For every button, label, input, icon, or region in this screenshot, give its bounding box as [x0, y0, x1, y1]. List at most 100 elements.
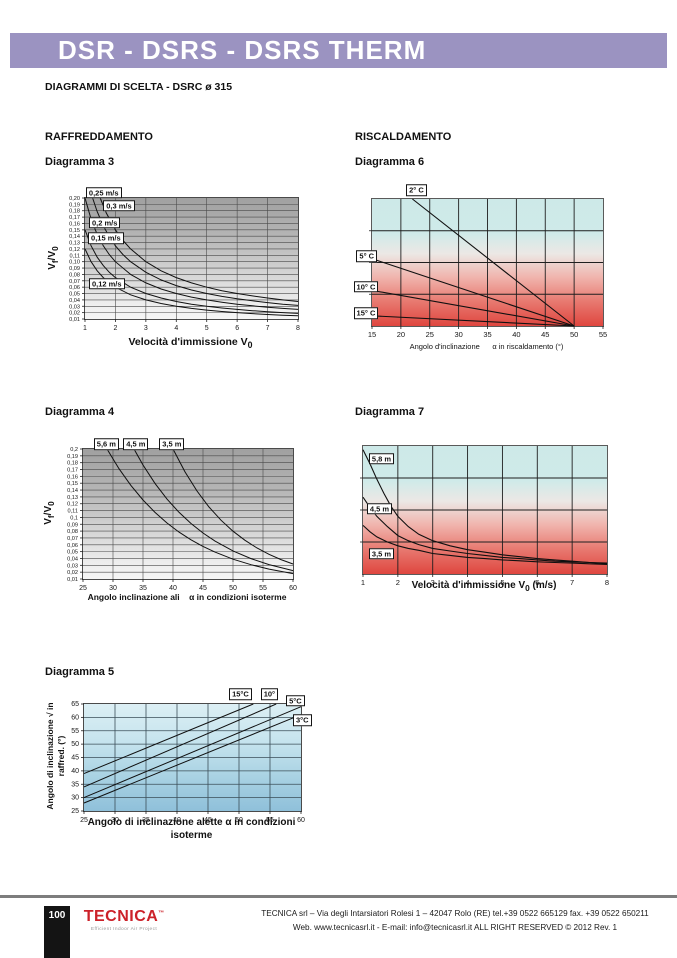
curve-label: 0,2 m/s [88, 217, 121, 229]
section-raffreddamento: RAFFREDDAMENTO [45, 131, 153, 143]
svg-text:55: 55 [266, 817, 274, 824]
svg-text:0,04: 0,04 [67, 556, 78, 562]
svg-text:0,07: 0,07 [67, 536, 78, 542]
svg-text:0,15: 0,15 [69, 228, 80, 234]
svg-text:0,10: 0,10 [69, 260, 80, 266]
curve-label: 0,25 m/s [85, 187, 122, 199]
svg-text:0,11: 0,11 [68, 509, 78, 515]
svg-text:35: 35 [71, 781, 79, 788]
diagramma-3-plot: 1 2 3 4 5 6 7 8 0,20 0,19 0,18 0,17 0,16 0,15 0,14 0,13… [69, 187, 300, 332]
svg-text:0,1: 0,1 [70, 515, 78, 521]
svg-text:8: 8 [605, 578, 609, 587]
svg-text:0,14: 0,14 [69, 234, 80, 240]
svg-text:45: 45 [541, 330, 549, 339]
svg-text:0,20: 0,20 [69, 196, 80, 202]
svg-text:0,15: 0,15 [67, 481, 78, 487]
svg-text:0,01: 0,01 [67, 577, 78, 583]
svg-text:0,17: 0,17 [69, 215, 80, 221]
svg-text:60: 60 [71, 714, 79, 721]
diagramma-6-title: Diagramma 6 [355, 156, 425, 168]
svg-text:50: 50 [71, 741, 79, 748]
curve-label: 15°C [229, 688, 252, 701]
svg-text:0,18: 0,18 [67, 461, 78, 467]
curve-label: 4,5 m [366, 502, 393, 515]
svg-text:0,03: 0,03 [67, 563, 78, 569]
svg-text:40: 40 [512, 330, 520, 339]
svg-text:0,09: 0,09 [69, 266, 80, 272]
curve-label: 5°C [286, 695, 305, 707]
svg-text:2: 2 [113, 325, 117, 332]
svg-text:0,16: 0,16 [69, 221, 80, 227]
svg-text:0,17: 0,17 [67, 468, 78, 474]
svg-text:3: 3 [431, 578, 435, 587]
curve-label: 5,8 m [368, 453, 395, 465]
svg-text:60: 60 [289, 585, 297, 592]
footer-address-line: TECNICA srl – Via degli Intarsiatori Rol… [261, 909, 649, 918]
subtitle: DIAGRAMMI DI SCELTA - DSRC ø 315 [45, 81, 233, 93]
svg-text:30: 30 [111, 817, 119, 824]
svg-text:0,12: 0,12 [67, 502, 78, 508]
svg-text:0,06: 0,06 [69, 285, 80, 291]
svg-text:35: 35 [139, 585, 147, 592]
diagramma-3-xlabel: Velocità d'immissione V0 [128, 336, 253, 351]
curve-label: 0,3 m/s [103, 199, 135, 212]
svg-text:6: 6 [235, 325, 239, 332]
svg-text:0,11: 0,11 [70, 253, 80, 259]
svg-text:0,02: 0,02 [69, 311, 80, 317]
diagramma-7-title: Diagramma 7 [355, 406, 425, 418]
svg-text:0,06: 0,06 [67, 543, 78, 549]
diagramma-5-xlabel: Angolo di inclinazione alette α in condi… [87, 817, 296, 841]
svg-text:2: 2 [396, 578, 400, 587]
svg-text:50: 50 [235, 817, 243, 824]
svg-text:30: 30 [71, 795, 79, 802]
diagramma-7-plot: 1 2 3 4 5 6 7 8 5,8 m 4,5 m 3,5 m [360, 445, 609, 587]
svg-text:50: 50 [570, 330, 578, 339]
svg-text:0,14: 0,14 [67, 488, 78, 494]
svg-text:25: 25 [79, 585, 87, 592]
diagramma-4-title: Diagramma 4 [45, 406, 115, 418]
diagramma-5-title: Diagramma 5 [45, 666, 115, 678]
svg-text:0,05: 0,05 [69, 292, 80, 298]
footer-divider [0, 895, 677, 898]
svg-text:0,08: 0,08 [69, 272, 80, 278]
diagramma-6-plot: 15 20 25 30 35 40 45 50 55 2° C 5° C 10° C 15° C [353, 184, 607, 339]
svg-text:0,03: 0,03 [69, 304, 80, 310]
svg-text:0,16: 0,16 [67, 474, 78, 480]
diagramma-5-plot: 25 30 35 40 45 50 55 60 65 60 55 50 45 40 35 30 25 15°C 10… [71, 688, 312, 824]
logo-text: TECNICA [83, 908, 159, 925]
svg-text:1: 1 [361, 578, 365, 587]
svg-text:40: 40 [173, 817, 181, 824]
section-riscaldamento: RISCALDAMENTO [355, 131, 452, 143]
svg-text:40: 40 [71, 768, 79, 775]
svg-text:45: 45 [204, 817, 212, 824]
svg-text:20: 20 [397, 330, 405, 339]
page-title: DSR - DSRS - DSRS THERM [58, 35, 427, 65]
curve-label: 5° C [356, 250, 378, 262]
curve-label: 15° C [353, 307, 379, 320]
svg-text:0,19: 0,19 [67, 454, 78, 460]
svg-text:50: 50 [229, 585, 237, 592]
curve-label: 3°C [292, 714, 312, 726]
svg-text:0,18: 0,18 [69, 209, 80, 215]
svg-text:3: 3 [144, 325, 148, 332]
svg-text:0,02: 0,02 [67, 570, 78, 576]
svg-text:0,01: 0,01 [69, 317, 80, 323]
svg-text:0,19: 0,19 [69, 202, 80, 208]
svg-text:30: 30 [454, 330, 462, 339]
curve-label: 0,12 m/s [88, 278, 125, 290]
svg-text:1: 1 [83, 325, 87, 332]
svg-text:35: 35 [142, 817, 150, 824]
svg-text:7: 7 [266, 325, 270, 332]
svg-text:55: 55 [599, 330, 607, 339]
svg-text:55: 55 [259, 585, 267, 592]
svg-text:0,09: 0,09 [67, 522, 78, 528]
diagramma-5-ylabel: Angolo di inclinazione √ in raffred. (°) [45, 702, 66, 810]
svg-text:35: 35 [483, 330, 491, 339]
svg-text:5: 5 [500, 578, 504, 587]
svg-text:7: 7 [570, 578, 574, 587]
curve-label: 10° C [353, 280, 379, 293]
svg-text:45: 45 [71, 755, 79, 762]
diagramma-3-ylabel: Vf/V0 [47, 246, 60, 270]
chart-canvas: 1 2 3 4 5 6 7 8 0,200,190,180,170,160,150,140,13… [69, 196, 300, 332]
